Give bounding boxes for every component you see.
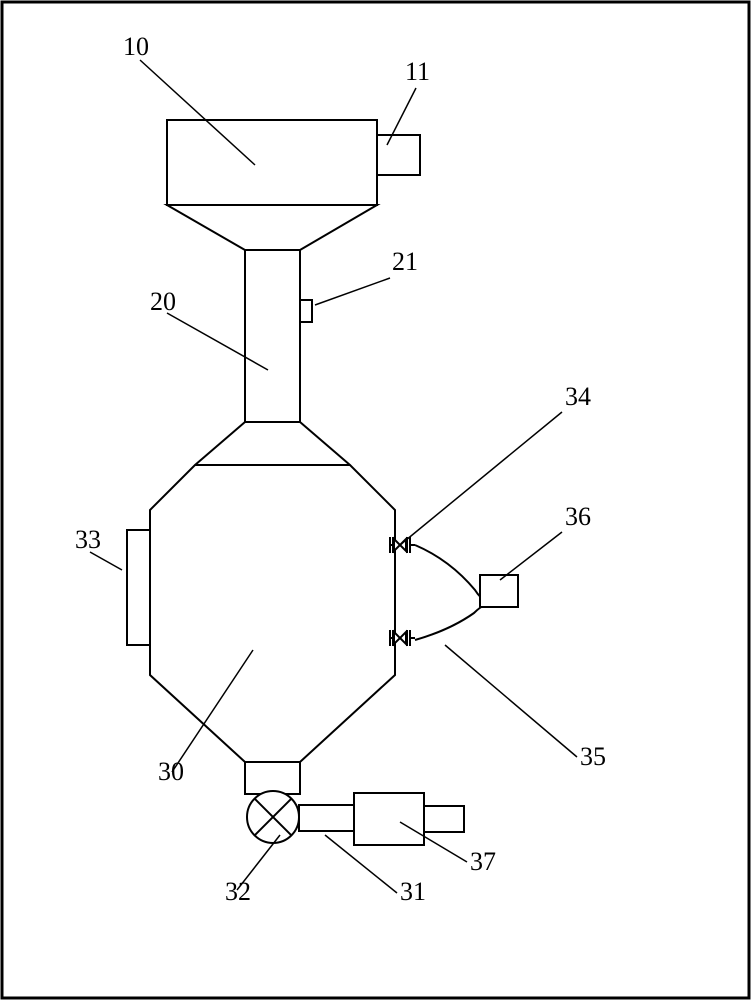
pump-36	[480, 575, 518, 607]
label-l31: 31	[400, 877, 426, 906]
vessel-30	[150, 465, 395, 762]
pipe-20	[245, 250, 300, 422]
connector-31	[299, 805, 354, 831]
valve-34	[390, 537, 415, 553]
engineering-diagram: 10 11 20 21 30 31 32 33 34 35 36 37	[0, 0, 751, 1000]
unit-37-port	[424, 806, 464, 832]
label-l37: 37	[470, 847, 496, 876]
hose-34-to-36	[415, 545, 485, 600]
valve-35	[390, 630, 415, 646]
hopper-body-10	[167, 120, 377, 205]
label-l34: 34	[565, 382, 591, 411]
label-l36: 36	[565, 502, 591, 531]
label-l20: 20	[150, 287, 176, 316]
leader-l34	[400, 412, 562, 545]
hose-35-to-36	[415, 605, 485, 640]
leader-l33	[90, 552, 122, 570]
hopper-funnel	[167, 205, 377, 250]
hopper-port-11	[377, 135, 420, 175]
label-l30: 30	[158, 757, 184, 786]
label-l21: 21	[392, 247, 418, 276]
unit-37	[354, 793, 424, 845]
outlet-neck	[245, 762, 300, 794]
label-l33: 33	[75, 525, 101, 554]
sensor-21	[300, 300, 312, 322]
label-l10: 10	[123, 32, 149, 61]
label-l35: 35	[580, 742, 606, 771]
panel-33	[127, 530, 150, 645]
leader-l36	[500, 532, 562, 580]
vessel-chamfer-tl	[195, 422, 245, 465]
vessel-chamfer-tr	[300, 422, 350, 465]
leader-l35	[445, 645, 577, 757]
label-l11: 11	[405, 57, 430, 86]
label-l32: 32	[225, 877, 251, 906]
leader-l21	[315, 278, 390, 305]
